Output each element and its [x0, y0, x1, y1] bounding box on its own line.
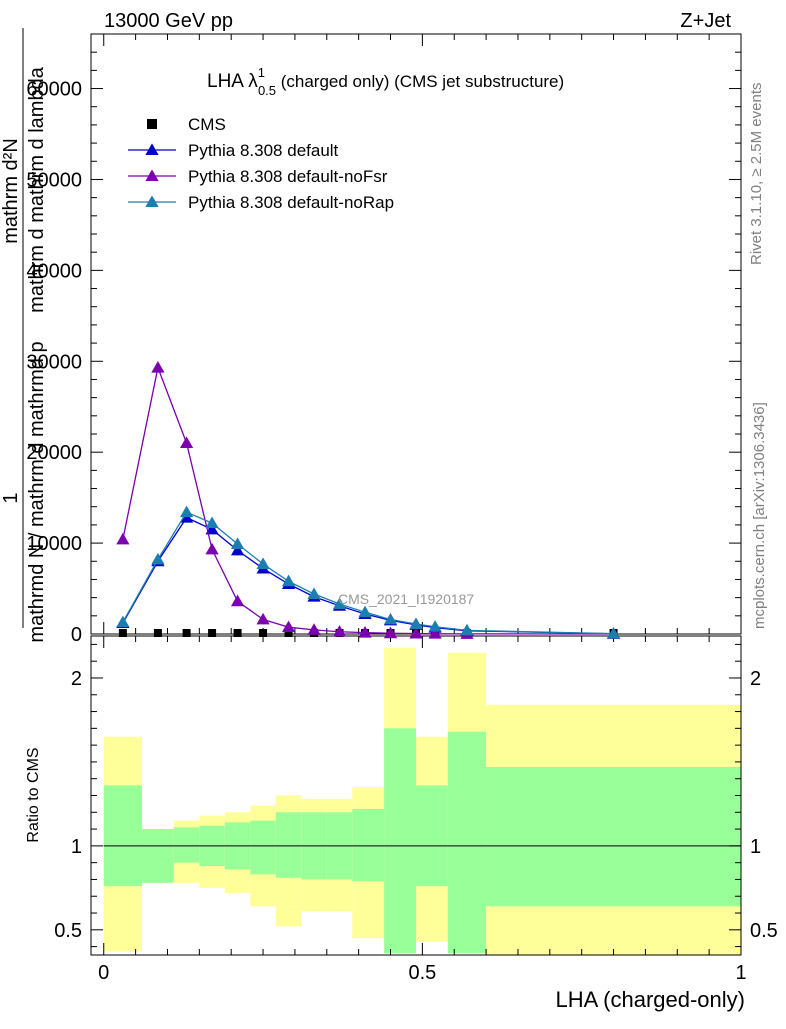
legend-label: Pythia 8.308 default-noRap: [188, 193, 394, 212]
ratio-y-tick-label-left: 2: [71, 668, 82, 690]
series-point-2: [409, 626, 423, 639]
series-point-3: [383, 612, 398, 625]
series-point-3: [606, 627, 621, 639]
cms-data-point: [182, 629, 191, 637]
ratio-y-label: Ratio to CMS: [25, 747, 42, 842]
ratio-inner-band: [250, 820, 276, 875]
chart-title: LHA λ1 0.5 (charged only) (CMS jet substr…: [207, 65, 564, 98]
ratio-y-tick-label-left: 0.5: [54, 920, 82, 942]
legend-label: CMS: [188, 115, 226, 134]
series-point-2: [151, 361, 165, 373]
ratio-y-tick-label-right: 1: [750, 836, 761, 858]
x-axis-title: LHA (charged-only): [555, 987, 745, 1012]
series-point-2: [179, 436, 194, 449]
title-main: LHA λ: [207, 71, 258, 92]
series-point-3: [205, 516, 219, 529]
x-tick-label: 0.5: [408, 962, 436, 984]
ratio-inner-band: [103, 785, 142, 887]
y-label-normalization: mathrmd N / mathrm d mathrmd p: [26, 341, 48, 642]
title-subscript: 0.5: [258, 83, 276, 98]
series-point-3: [428, 620, 442, 632]
series-point-2: [428, 627, 442, 639]
analysis-watermark: CMS_2021_I1920187: [338, 591, 474, 607]
series-point-3: [151, 552, 165, 565]
y-tick-label: 60000: [26, 79, 82, 101]
y-tick-label: 10000: [26, 533, 82, 555]
ratio-inner-band: [173, 827, 200, 863]
y-tick-label: 30000: [26, 351, 82, 373]
y-tick-label: 50000: [26, 169, 82, 191]
ratio-inner-band: [384, 728, 416, 954]
process-label: Z+Jet: [680, 10, 731, 32]
mcplots-label: mcplots.cern.ch [arXiv:1306.3436]: [751, 402, 768, 629]
series-point-2: [307, 623, 321, 635]
data-series: [116, 361, 621, 639]
y-label-numerator: mathrm d²N: [0, 138, 22, 244]
x-tick-label: 1: [735, 962, 746, 984]
series-point-3: [230, 537, 245, 549]
series-point-2: [383, 626, 398, 639]
series-point-3: [332, 597, 347, 609]
series-point-3: [179, 505, 194, 518]
series-point-3: [307, 587, 321, 599]
y-tick-label: 40000: [26, 260, 82, 282]
ratio-inner-band: [486, 766, 741, 907]
x-tick-label: 0: [98, 962, 109, 984]
y-tick-label: 20000: [26, 442, 82, 464]
series-point-3: [460, 623, 474, 636]
ratio-inner-band: [352, 808, 385, 882]
cms-data-point: [118, 629, 127, 637]
cms-data-point: [233, 629, 242, 637]
series-point-1: [205, 522, 219, 535]
ratio-y-tick-label-right: 2: [750, 668, 761, 690]
series-point-3: [358, 605, 372, 618]
y-tick-label: 0: [71, 624, 82, 646]
series-point-2: [281, 620, 296, 633]
cms-data-point: [259, 629, 268, 637]
y-label-fraction-one: 1: [0, 492, 22, 503]
ratio-inner-band: [447, 731, 487, 954]
series-point-3: [256, 557, 270, 569]
title-superscript: 1: [258, 65, 265, 80]
series-point-2: [116, 532, 130, 545]
series-point-2: [230, 594, 245, 607]
ratio-y-tick-label-right: 0.5: [750, 920, 778, 942]
cms-data-point: [153, 629, 162, 637]
series-point-2: [256, 612, 270, 625]
title-rest: (charged only) (CMS jet substructure): [276, 72, 564, 91]
legend-label: Pythia 8.308 default: [188, 141, 339, 160]
series-point-3: [409, 617, 423, 629]
series-point-3: [281, 574, 296, 587]
legend-label: Pythia 8.308 default-noFsr: [188, 167, 388, 186]
series-point-1: [230, 543, 245, 556]
legend-marker-2: [145, 169, 159, 181]
legend-marker-cms: [147, 119, 157, 129]
cms-data-point: [208, 629, 217, 637]
series-point-2: [358, 626, 372, 638]
ratio-inner-band: [275, 812, 302, 878]
series-point-3: [116, 615, 130, 628]
series-point-2: [332, 625, 347, 637]
legend-marker-3: [145, 195, 159, 207]
y-label-denominator: mathrm d mathrm d lambda: [26, 66, 48, 313]
ratio-y-tick-label-left: 1: [71, 836, 82, 858]
ratio-inner-band: [416, 785, 448, 887]
energy-label: 13000 GeV pp: [104, 10, 233, 32]
series-point-2: [205, 542, 219, 555]
legend-marker-1: [145, 143, 159, 155]
rivet-label: Rivet 3.1.10, ≥ 2.5M events: [748, 83, 765, 266]
cms-data-point: [284, 629, 293, 637]
ratio-bands: [103, 647, 741, 955]
ratio-inner-band: [141, 829, 174, 883]
